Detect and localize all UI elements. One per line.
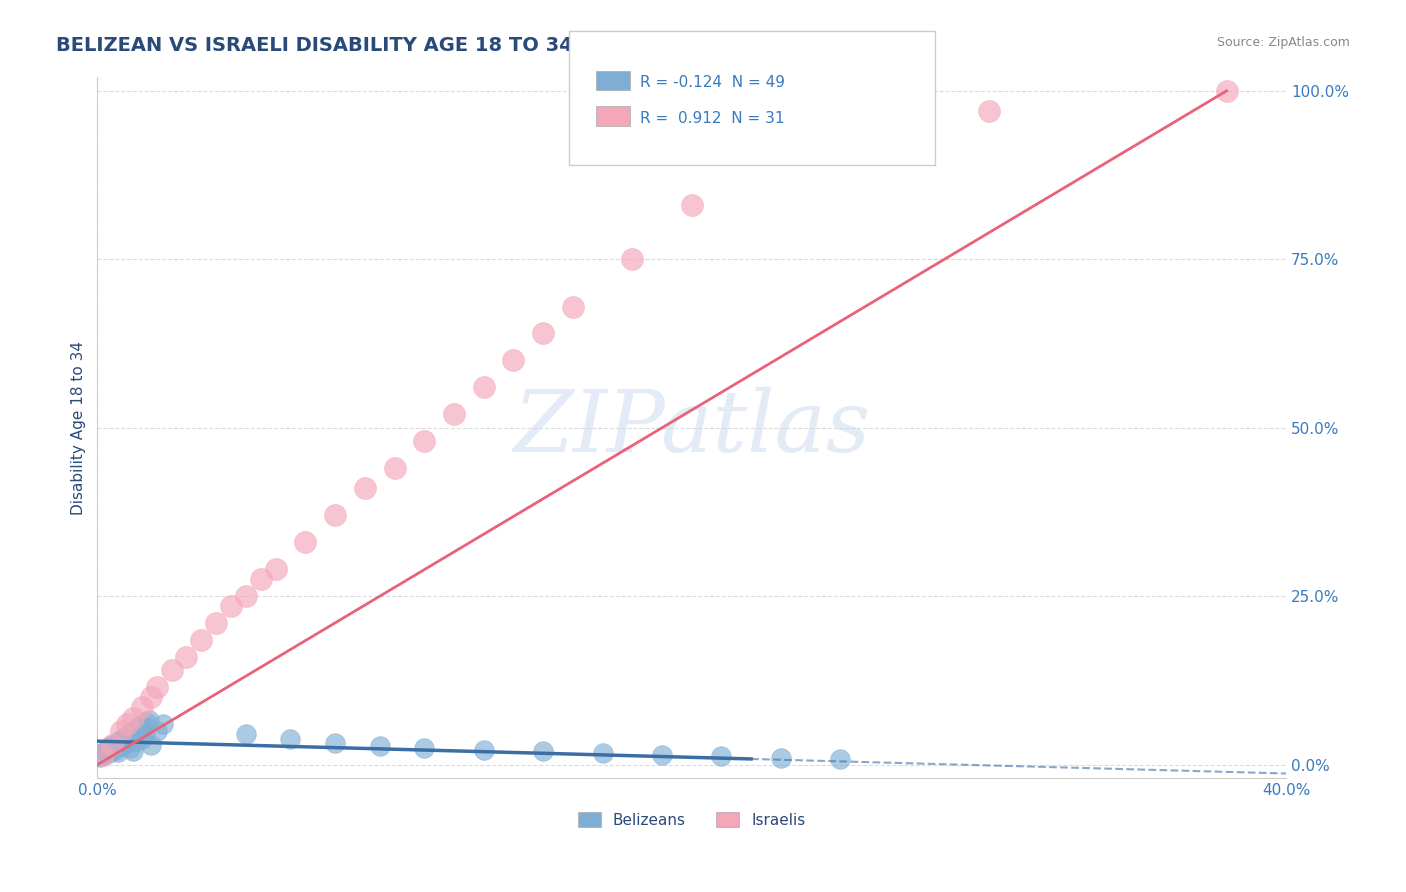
Point bbox=[108, 733, 131, 747]
Point bbox=[139, 738, 162, 752]
Point bbox=[89, 749, 111, 764]
Point bbox=[152, 717, 174, 731]
Point bbox=[127, 722, 149, 736]
Point bbox=[205, 616, 228, 631]
Point bbox=[98, 746, 121, 760]
Point bbox=[769, 751, 792, 765]
Point bbox=[176, 649, 198, 664]
Point bbox=[117, 727, 139, 741]
Point bbox=[122, 710, 145, 724]
Point bbox=[160, 664, 183, 678]
Point bbox=[103, 738, 125, 752]
Point bbox=[294, 535, 316, 549]
Point bbox=[830, 137, 852, 152]
Point bbox=[235, 589, 257, 603]
Point bbox=[146, 680, 169, 694]
Point bbox=[651, 747, 673, 762]
Point bbox=[443, 408, 465, 422]
Point bbox=[90, 746, 112, 760]
Point bbox=[121, 725, 143, 739]
Point bbox=[101, 740, 124, 755]
Point bbox=[531, 326, 554, 341]
Point bbox=[115, 717, 138, 731]
Point bbox=[830, 752, 852, 766]
Point bbox=[91, 747, 114, 762]
Point bbox=[91, 747, 114, 762]
Point bbox=[472, 380, 495, 394]
Point bbox=[977, 104, 1000, 119]
Point bbox=[131, 700, 153, 714]
Point bbox=[249, 573, 271, 587]
Point bbox=[621, 252, 644, 267]
Text: R = -0.124  N = 49: R = -0.124 N = 49 bbox=[640, 76, 785, 90]
Point bbox=[101, 738, 124, 752]
Point bbox=[323, 736, 346, 750]
Point bbox=[110, 739, 132, 753]
Point bbox=[122, 744, 145, 758]
Point bbox=[368, 739, 391, 753]
Point bbox=[114, 730, 136, 744]
Point bbox=[219, 599, 242, 614]
Point bbox=[115, 736, 138, 750]
Point bbox=[502, 353, 524, 368]
Y-axis label: Disability Age 18 to 34: Disability Age 18 to 34 bbox=[72, 341, 86, 515]
Point bbox=[131, 732, 153, 747]
Text: ZIPatlas: ZIPatlas bbox=[513, 386, 870, 469]
Point bbox=[101, 738, 124, 752]
Text: BELIZEAN VS ISRAELI DISABILITY AGE 18 TO 34 CORRELATION CHART: BELIZEAN VS ISRAELI DISABILITY AGE 18 TO… bbox=[56, 36, 813, 54]
Point bbox=[531, 744, 554, 758]
Point bbox=[110, 734, 132, 748]
Text: Source: ZipAtlas.com: Source: ZipAtlas.com bbox=[1216, 36, 1350, 49]
Point bbox=[138, 713, 160, 727]
Point bbox=[118, 740, 141, 755]
Point bbox=[124, 723, 146, 738]
Legend: Belizeans, Israelis: Belizeans, Israelis bbox=[571, 805, 811, 834]
Point bbox=[235, 727, 257, 741]
Point bbox=[94, 743, 117, 757]
Point bbox=[135, 715, 157, 730]
Point bbox=[264, 562, 287, 576]
Point bbox=[134, 727, 156, 741]
Point bbox=[139, 690, 162, 705]
Point bbox=[384, 461, 406, 475]
Point bbox=[100, 739, 122, 754]
Point bbox=[592, 746, 614, 760]
Point bbox=[190, 633, 212, 648]
Point bbox=[107, 745, 129, 759]
Point bbox=[104, 743, 127, 757]
Point bbox=[472, 743, 495, 757]
Text: R =  0.912  N = 31: R = 0.912 N = 31 bbox=[640, 112, 785, 126]
Point bbox=[97, 741, 120, 756]
Point bbox=[413, 740, 436, 755]
Point bbox=[112, 731, 135, 745]
Point bbox=[96, 744, 118, 758]
Point bbox=[1215, 84, 1237, 98]
Point bbox=[353, 482, 375, 496]
Point bbox=[132, 717, 155, 731]
Point bbox=[105, 735, 128, 749]
Point bbox=[111, 731, 134, 746]
Point bbox=[413, 434, 436, 449]
Point bbox=[710, 749, 733, 764]
Point bbox=[146, 724, 169, 739]
Point bbox=[280, 732, 302, 747]
Point bbox=[561, 300, 583, 314]
Point bbox=[323, 508, 346, 523]
Point bbox=[110, 724, 132, 739]
Point bbox=[129, 719, 152, 733]
Point bbox=[681, 198, 703, 212]
Point bbox=[125, 734, 148, 748]
